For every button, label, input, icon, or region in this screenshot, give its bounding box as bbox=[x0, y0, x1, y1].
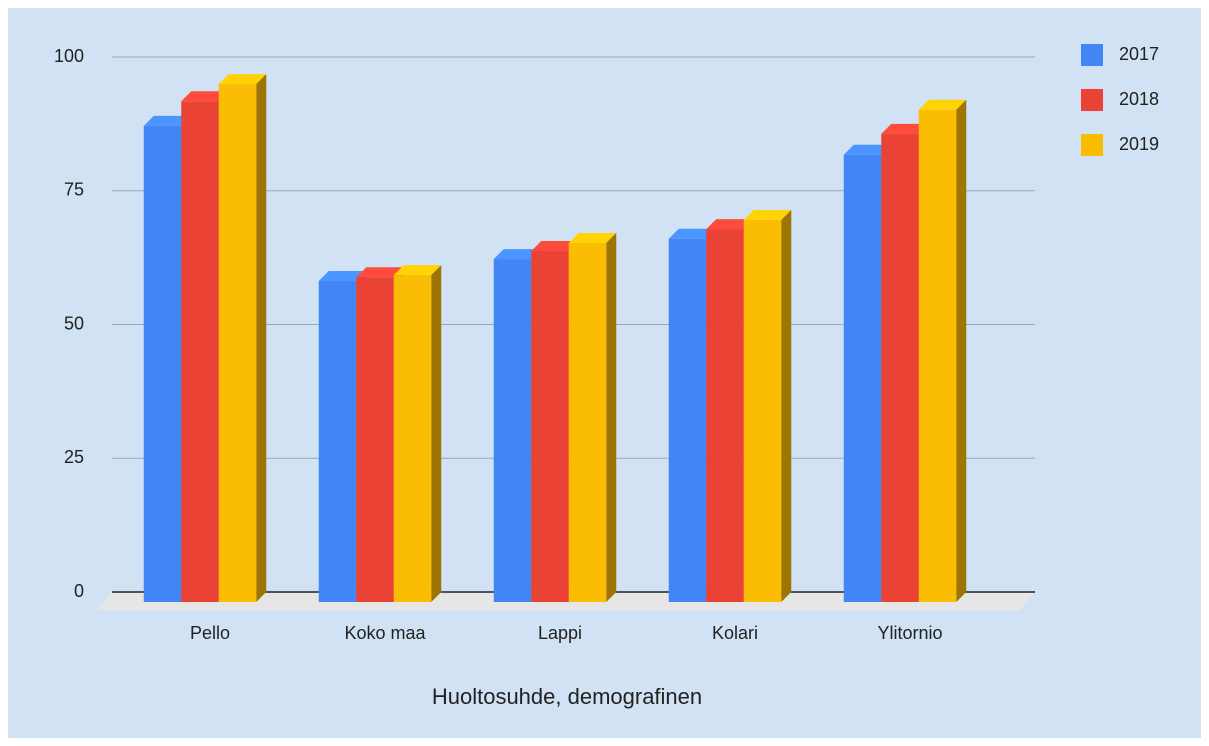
bar-top bbox=[706, 219, 754, 230]
bar-side bbox=[781, 210, 792, 602]
y-tick-label: 25 bbox=[64, 447, 84, 467]
bar-side bbox=[606, 233, 617, 602]
y-tick-label: 0 bbox=[74, 581, 84, 601]
bar bbox=[843, 154, 882, 603]
legend-label: 2018 bbox=[1119, 89, 1159, 109]
bar bbox=[918, 109, 957, 603]
x-tick-label: Koko maa bbox=[344, 623, 426, 643]
x-tick-label: Pello bbox=[190, 623, 230, 643]
bar-top bbox=[393, 265, 442, 276]
bar bbox=[568, 243, 607, 602]
bar bbox=[318, 281, 357, 602]
bar bbox=[531, 251, 569, 603]
bar-top bbox=[743, 210, 792, 221]
y-tick-label: 75 bbox=[64, 180, 84, 200]
bar bbox=[493, 259, 532, 602]
bar bbox=[218, 84, 257, 603]
bar bbox=[356, 277, 394, 602]
bar bbox=[143, 125, 182, 602]
legend-swatch bbox=[1081, 134, 1103, 156]
y-tick-label: 100 bbox=[54, 46, 84, 66]
bar bbox=[881, 133, 919, 602]
y-tick-label: 50 bbox=[64, 313, 84, 333]
bar-top bbox=[881, 123, 929, 134]
bar-top bbox=[493, 249, 542, 260]
bar-top bbox=[568, 233, 617, 244]
bar-side bbox=[256, 74, 267, 603]
bar-top bbox=[918, 99, 967, 110]
legend-swatch bbox=[1081, 44, 1103, 66]
bar-top bbox=[843, 144, 892, 155]
bar bbox=[743, 220, 782, 602]
bar bbox=[393, 275, 432, 602]
x-tick-label: Lappi bbox=[538, 623, 582, 643]
bar-top bbox=[668, 228, 717, 239]
bar-top bbox=[318, 271, 367, 281]
legend-swatch bbox=[1081, 89, 1103, 111]
x-tick-label: Ylitornio bbox=[877, 623, 942, 643]
bar-top bbox=[531, 241, 579, 252]
bar-top bbox=[356, 267, 404, 278]
bar bbox=[668, 238, 707, 603]
x-tick-label: Kolari bbox=[712, 623, 758, 643]
bar bbox=[181, 101, 219, 603]
legend-label: 2017 bbox=[1119, 44, 1159, 64]
bar bbox=[706, 229, 744, 603]
legend-label: 2019 bbox=[1119, 134, 1159, 154]
x-axis-label: Huoltosuhde, demografinen bbox=[432, 684, 702, 709]
bar-top bbox=[218, 74, 267, 85]
bar-side bbox=[431, 265, 442, 602]
bar-side bbox=[956, 99, 967, 603]
bar-top bbox=[143, 115, 192, 126]
bar-top bbox=[181, 91, 229, 102]
